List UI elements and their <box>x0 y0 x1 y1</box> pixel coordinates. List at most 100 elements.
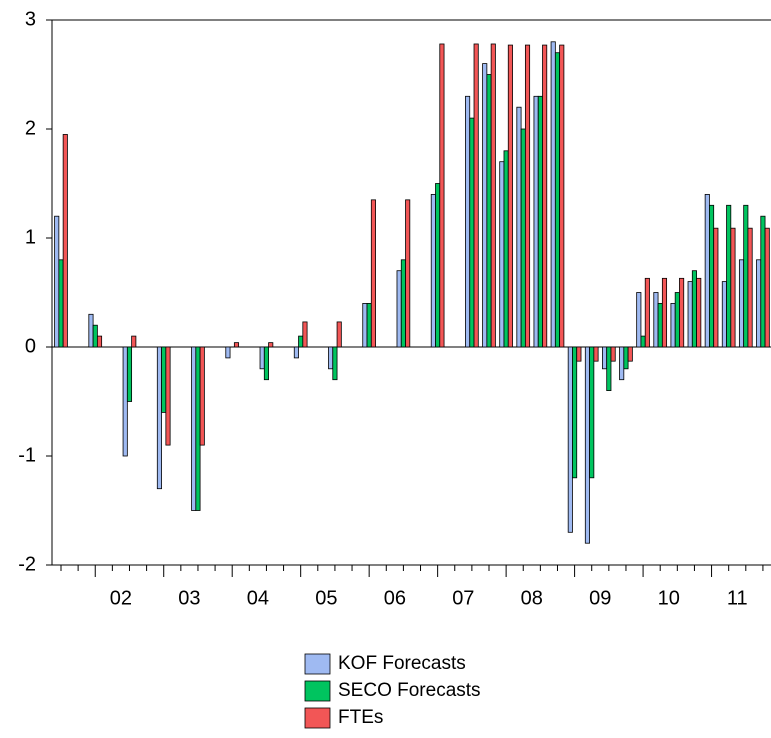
bar <box>88 313 94 348</box>
bar <box>567 346 573 533</box>
bar <box>550 41 556 348</box>
x-tick-label: 05 <box>315 587 337 609</box>
bar <box>661 277 668 348</box>
bar <box>435 183 441 348</box>
bar <box>400 259 406 348</box>
bar <box>96 335 103 348</box>
bar <box>602 346 608 370</box>
bar <box>486 74 492 348</box>
bar <box>396 270 402 348</box>
bar <box>542 44 548 348</box>
bar <box>259 346 265 370</box>
bar <box>503 150 509 348</box>
bar <box>336 321 342 348</box>
bar <box>619 346 625 381</box>
legend-label: FTEs <box>338 707 383 728</box>
bar <box>195 346 201 511</box>
bar <box>696 277 702 348</box>
x-tick-label: 02 <box>110 587 132 609</box>
bar <box>507 44 513 348</box>
legend-swatch <box>304 653 331 675</box>
bar <box>263 346 269 381</box>
bar <box>674 292 680 348</box>
bar <box>576 346 582 362</box>
y-tick-label: -2 <box>18 553 36 575</box>
x-tick-label: 07 <box>452 587 474 609</box>
legend-label: SECO Forecasts <box>338 680 481 701</box>
bar <box>709 204 715 348</box>
bar <box>636 292 642 348</box>
bar <box>332 346 338 381</box>
bar <box>760 215 766 348</box>
legend-swatch <box>304 680 331 702</box>
bar <box>233 342 240 348</box>
bar <box>756 259 762 348</box>
bar <box>302 321 308 348</box>
bar <box>691 270 697 348</box>
y-tick-label: 2 <box>25 117 36 139</box>
bar <box>268 342 274 348</box>
y-tick-label: -1 <box>18 444 36 466</box>
x-tick-label: 04 <box>247 587 269 609</box>
bar <box>328 346 334 370</box>
bar <box>726 204 732 348</box>
x-tick-label: 09 <box>589 587 611 609</box>
bar <box>764 227 770 348</box>
bar <box>670 302 676 348</box>
bar <box>516 106 522 348</box>
bar <box>165 346 171 446</box>
bar <box>653 292 659 348</box>
legend-label: KOF Forecasts <box>338 653 466 674</box>
bar <box>687 281 693 348</box>
bar <box>572 346 578 479</box>
x-tick-label: 06 <box>384 587 406 609</box>
bar <box>520 128 526 348</box>
bar <box>721 281 727 348</box>
bar <box>499 161 505 348</box>
bar <box>747 227 753 348</box>
bar <box>713 227 719 348</box>
bar <box>298 335 304 348</box>
bar <box>430 193 436 348</box>
x-tick-label: 08 <box>521 587 543 609</box>
x-tick-label: 03 <box>178 587 200 609</box>
bar <box>593 346 599 362</box>
bar <box>627 346 633 362</box>
bar <box>58 259 64 348</box>
bar <box>161 346 167 413</box>
bar <box>473 43 479 348</box>
y-tick-label: 1 <box>25 226 36 248</box>
bar <box>644 277 650 348</box>
y-tick-label: 0 <box>25 335 36 357</box>
bar <box>623 346 629 370</box>
bar <box>131 335 137 348</box>
bar <box>439 43 445 348</box>
bar <box>584 346 590 544</box>
bar <box>589 346 595 479</box>
bar <box>199 346 205 446</box>
bar <box>524 44 531 348</box>
bar <box>370 199 376 348</box>
x-tick-label: 10 <box>658 587 680 609</box>
bar <box>362 302 368 348</box>
bar <box>537 95 543 348</box>
bar <box>92 324 98 348</box>
bar <box>490 43 496 348</box>
bar <box>679 277 685 348</box>
bar <box>610 346 616 362</box>
bar <box>122 346 128 457</box>
bar <box>743 204 749 348</box>
bar <box>730 227 736 348</box>
bar <box>640 335 646 348</box>
bar <box>554 52 561 348</box>
bar <box>606 346 612 391</box>
bar <box>657 302 663 348</box>
bar <box>533 95 539 348</box>
bar <box>293 346 299 359</box>
bar <box>225 346 231 359</box>
bar <box>156 346 162 490</box>
bar <box>738 259 745 348</box>
bar <box>482 63 488 348</box>
x-tick-label: 11 <box>727 587 748 609</box>
